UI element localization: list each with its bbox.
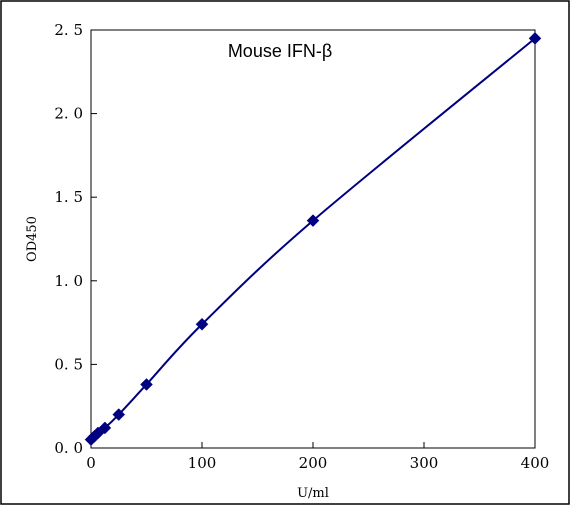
- y-tick-label: 2. 5: [54, 21, 83, 39]
- data-point-marker: [528, 32, 542, 45]
- series-layer: [84, 32, 542, 446]
- x-tick-label: 400: [521, 454, 550, 472]
- data-point-marker: [140, 378, 153, 391]
- data-point-marker: [112, 408, 126, 421]
- y-tick-label: 0. 5: [54, 355, 83, 373]
- y-tick-label: 1. 5: [54, 188, 83, 206]
- x-axis: 0 100 200 300 400: [86, 442, 549, 472]
- data-point-marker: [195, 317, 209, 331]
- chart-title: Mouse IFN-β: [228, 41, 332, 61]
- x-tick-label: 200: [299, 454, 328, 472]
- y-axis-label: OD450: [25, 216, 40, 262]
- x-tick-label: 300: [410, 454, 439, 472]
- x-axis-label: U/ml: [297, 486, 329, 501]
- x-tick-label: 100: [188, 454, 217, 472]
- y-axis: 0. 0 0. 5 1. 0 1. 5 2. 0 2. 5: [54, 21, 97, 457]
- x-tick-label: 0: [86, 454, 96, 472]
- y-tick-label: 2. 0: [54, 105, 83, 123]
- y-tick-label: 0. 0: [54, 439, 83, 457]
- data-point-marker: [98, 421, 112, 435]
- data-point-marker: [306, 214, 320, 227]
- y-tick-label: 1. 0: [54, 272, 83, 290]
